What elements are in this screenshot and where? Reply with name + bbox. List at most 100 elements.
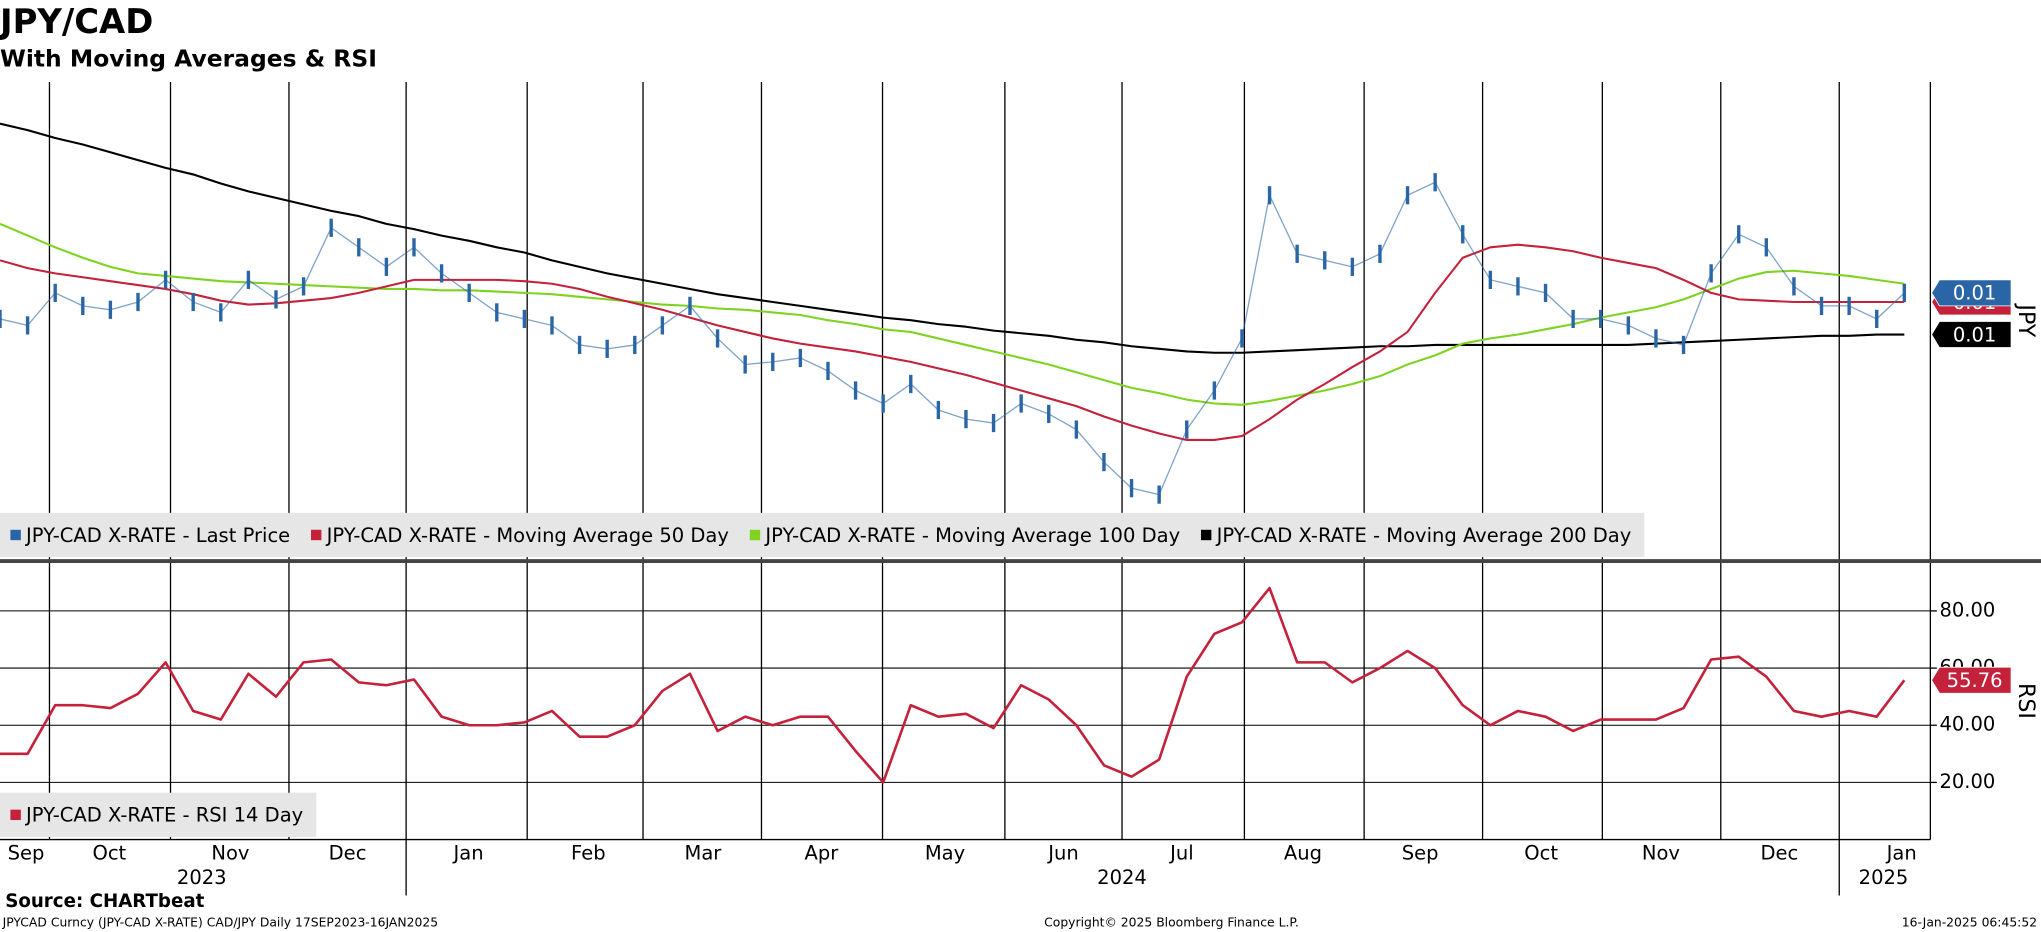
y-tick-label: 40.00 xyxy=(1939,713,1995,736)
price-bar xyxy=(688,296,692,316)
price-bar xyxy=(881,394,885,413)
y-tick-label: 20.00 xyxy=(1939,770,1995,793)
price-bar xyxy=(1599,309,1603,329)
price-bar xyxy=(660,316,665,335)
price-bar xyxy=(1488,270,1493,289)
legend: JPY-CAD X-RATE - Last Price JPY-CAD X-RAT… xyxy=(0,512,1645,558)
last-value-label-box xyxy=(1931,666,2012,694)
year-label: 2024 xyxy=(1097,866,1147,889)
price-bar xyxy=(439,264,444,283)
price-bar xyxy=(412,238,416,257)
x-tick-label: Apr xyxy=(804,841,839,864)
x-tick-label: Dec xyxy=(329,841,367,864)
price-bar xyxy=(136,292,140,312)
price-bar xyxy=(1847,296,1851,316)
x-tick-label: Sep xyxy=(1402,841,1439,864)
price-bar xyxy=(1654,329,1658,348)
price-bar xyxy=(1461,225,1465,244)
price-bar xyxy=(1074,420,1079,439)
price-bar xyxy=(1102,452,1106,472)
price-bar xyxy=(357,238,361,257)
price-bar xyxy=(246,270,251,289)
price-bar xyxy=(219,303,223,322)
price-bar xyxy=(1516,277,1520,296)
x-tick-label: Mar xyxy=(684,841,722,864)
price-bar xyxy=(1267,186,1272,205)
price-bar xyxy=(1571,309,1575,329)
x-tick-label: Jan xyxy=(452,841,484,864)
x-tick-label: Aug xyxy=(1284,841,1322,864)
y-axis-label: JPY xyxy=(2013,302,2039,337)
last-value-label: 55.76 xyxy=(1947,669,2003,692)
price-bar xyxy=(605,339,609,358)
x-tick-label: Jun xyxy=(1046,841,1078,864)
price-bar xyxy=(1019,394,1023,413)
legend-label: JPY-CAD X-RATE - RSI 14 Day xyxy=(24,804,303,827)
price-bar xyxy=(1323,251,1327,270)
price-bar xyxy=(1240,329,1244,348)
legend: JPY-CAD X-RATE - RSI 14 Day xyxy=(0,792,317,837)
x-tick-label: Sep xyxy=(8,841,45,864)
price-bar xyxy=(1792,277,1796,296)
series-line xyxy=(0,586,1906,784)
price-bar xyxy=(163,270,168,289)
price-bar xyxy=(1764,238,1769,257)
x-tick-label: May xyxy=(925,841,965,864)
price-bar xyxy=(909,374,913,394)
price-bar xyxy=(1405,186,1410,205)
x-tick-label: Jul xyxy=(1168,841,1194,864)
price-bar xyxy=(715,329,720,348)
price-bar xyxy=(384,257,389,276)
price-bar xyxy=(577,335,582,355)
footer-copyright: Copyright© 2025 Bloomberg Finance L.P. xyxy=(1044,915,1299,929)
price-bar xyxy=(1902,283,1907,302)
price-bar xyxy=(550,316,554,335)
year-label: 2023 xyxy=(177,866,227,889)
price-bar xyxy=(743,355,747,374)
price-bar xyxy=(798,348,803,368)
price-bar xyxy=(81,296,85,316)
x-tick-label: Dec xyxy=(1760,841,1798,864)
series-line xyxy=(0,222,1905,406)
x-tick-label: Nov xyxy=(1642,841,1680,864)
price-bar xyxy=(1350,257,1355,276)
series-line xyxy=(0,243,1905,442)
price-bar xyxy=(274,290,278,309)
last-value-label: 0.01 xyxy=(1953,282,1996,305)
price-bar xyxy=(0,309,2,329)
legend-swatch xyxy=(10,529,21,541)
legend-swatch xyxy=(311,529,322,541)
series-line xyxy=(0,122,1905,354)
price-bar xyxy=(53,283,57,302)
legend-label: JPY-CAD X-RATE - Moving Average 200 Day xyxy=(1215,524,1632,547)
footer-timestamp: 16-Jan-2025 06:45:52 xyxy=(1902,915,2037,929)
price-bar xyxy=(853,381,858,400)
price-bar xyxy=(1875,309,1879,329)
price-bar xyxy=(522,309,527,329)
price-bar xyxy=(826,361,830,381)
price-bar xyxy=(1737,225,1741,244)
price-bar xyxy=(495,303,499,322)
price-bar xyxy=(108,300,113,319)
price-bar xyxy=(1212,381,1217,400)
price-bar xyxy=(1129,479,1134,498)
x-tick-label: Oct xyxy=(1524,841,1558,864)
price-bar xyxy=(1681,335,1686,355)
y-axis-label: RSI xyxy=(2013,683,2039,719)
price-line xyxy=(0,181,1905,496)
price-bar xyxy=(191,292,195,312)
chart-title: JPY/CAD xyxy=(0,2,153,41)
price-bar xyxy=(964,410,968,429)
price-bar xyxy=(1433,173,1437,192)
price-bar xyxy=(1626,316,1631,335)
x-tick-label: Jan xyxy=(1885,841,1917,864)
legend-label: JPY-CAD X-RATE - Moving Average 50 Day xyxy=(325,524,729,547)
price-bar xyxy=(467,283,471,302)
last-value-label-box xyxy=(1931,321,2012,348)
price-bar xyxy=(1047,404,1051,424)
last-value-label: 0.01 xyxy=(1953,323,1996,346)
price-bar xyxy=(1709,264,1713,283)
